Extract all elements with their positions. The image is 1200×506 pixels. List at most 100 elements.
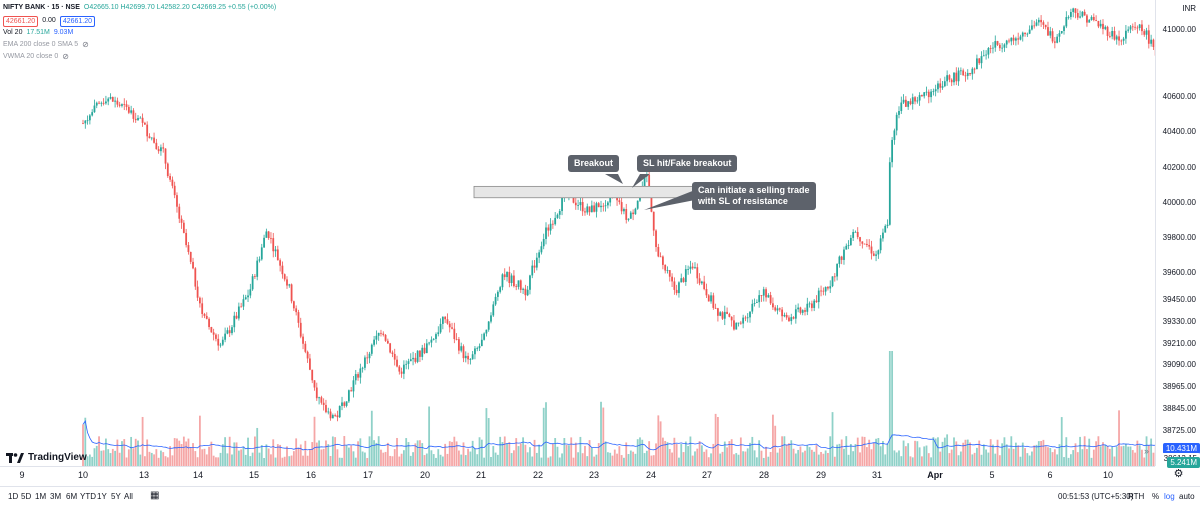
eye-slash-icon[interactable]: ⊘ xyxy=(62,52,69,61)
volume-bar xyxy=(116,439,119,466)
volume-bar xyxy=(258,452,261,466)
volume-bar xyxy=(1079,436,1081,466)
candle-body xyxy=(726,311,728,314)
candle-body xyxy=(634,208,637,215)
price-axis[interactable]: INR 41000.00 40600.00 40400.00 40200.00 4000… xyxy=(1144,0,1200,480)
timeframe-button-ytd[interactable]: YTD xyxy=(80,492,96,501)
log-toggle[interactable]: log xyxy=(1164,492,1175,501)
candle-body xyxy=(526,289,529,296)
volume-bar xyxy=(270,454,272,466)
volume-bar xyxy=(402,450,405,466)
volume-bar xyxy=(432,454,435,466)
candle-body xyxy=(733,320,735,330)
volume-bar xyxy=(347,447,350,466)
candle-body xyxy=(389,343,392,353)
candle-body xyxy=(1063,26,1065,31)
eye-slash-icon[interactable]: ⊘ xyxy=(82,40,89,49)
volume-bar xyxy=(535,452,538,466)
candle-body xyxy=(948,75,951,80)
volume-bar xyxy=(620,455,623,466)
volume-bar xyxy=(288,456,291,466)
timeframe-button-5d[interactable]: 5D xyxy=(21,492,32,501)
auto-toggle[interactable]: auto xyxy=(1179,492,1195,501)
candle-body xyxy=(515,286,518,287)
candle-body xyxy=(547,227,550,231)
candle-body xyxy=(212,332,215,335)
candle-body xyxy=(602,205,605,207)
time-axis[interactable]: 9 10 13 14 15 16 17 20 21 22 23 24 27 28 29 31 Apr 5 6 10 xyxy=(0,466,1155,486)
volume-bar xyxy=(1035,444,1038,466)
candle-body xyxy=(886,224,889,226)
percent-toggle[interactable]: % xyxy=(1152,492,1160,501)
volume-bar xyxy=(519,443,522,466)
symbol-title[interactable]: NIFTY BANK · 15 · NSE xyxy=(3,4,80,11)
candle-body xyxy=(393,353,396,360)
volume-bar xyxy=(996,439,999,466)
candle-body xyxy=(710,295,712,302)
volume-bar xyxy=(930,457,932,466)
timeframe-button-5y[interactable]: 5Y xyxy=(111,492,121,501)
volume-bar xyxy=(542,407,545,466)
sell-trade-callout[interactable]: Can initiate a selling trade with SL of … xyxy=(692,182,816,210)
clock-label[interactable]: 00:51:53 (UTC+5:30) xyxy=(1058,492,1134,501)
volume-bar xyxy=(636,439,639,466)
timeframe-button-1m[interactable]: 1M xyxy=(35,492,47,501)
volume-bar xyxy=(494,452,497,466)
volume-bar xyxy=(166,457,169,466)
settings-gear-icon[interactable]: ⚙ xyxy=(1173,468,1184,480)
volume-bar xyxy=(694,451,696,466)
candle-body xyxy=(760,295,763,296)
volume-bar xyxy=(148,451,151,466)
sl-hit-callout[interactable]: SL hit/Fake breakout xyxy=(637,155,738,172)
chart-legend: NIFTY BANK · 15 · NSE O42665.10 H42699.7… xyxy=(3,2,276,63)
volume-bar xyxy=(121,441,123,466)
bid-box[interactable]: 42661.20 xyxy=(3,15,39,27)
resistance-zone[interactable] xyxy=(473,185,695,199)
timeframe-button-6m[interactable]: 6M xyxy=(66,492,78,501)
vwma-indicator-row[interactable]: VWMA 20 close 0 ⊘ xyxy=(3,51,276,63)
candle-body xyxy=(836,263,839,277)
timeframe-button-1y[interactable]: 1Y xyxy=(97,492,107,501)
candle-body xyxy=(632,212,635,215)
volume-bar xyxy=(1131,450,1134,466)
candle-body xyxy=(441,316,444,324)
breakout-callout[interactable]: Breakout xyxy=(568,155,620,172)
volume-bar xyxy=(299,444,302,466)
currency-label[interactable]: INR xyxy=(1182,4,1196,13)
tradingview-logo[interactable]: TradingView xyxy=(6,452,87,463)
ema-indicator-row[interactable]: EMA 200 close 0 SMA 5 ⊘ xyxy=(3,39,276,51)
volume-bar xyxy=(859,452,861,466)
candle-body xyxy=(668,270,671,277)
volume-bar xyxy=(822,453,825,466)
volume-bar xyxy=(137,440,139,466)
volume-bar xyxy=(1010,436,1013,466)
volume-indicator-row[interactable]: Vol 20 17.51M 9.03M xyxy=(3,27,276,39)
candle-body xyxy=(295,308,298,313)
rth-toggle[interactable]: RTH xyxy=(1128,492,1145,501)
volume-bar xyxy=(877,437,880,466)
volume-bar xyxy=(863,436,866,466)
timeframe-button-1d[interactable]: 1D xyxy=(8,492,19,501)
candle-body xyxy=(412,357,414,360)
candle-body xyxy=(1152,39,1155,47)
volume-bar xyxy=(1106,446,1109,466)
volume-bar xyxy=(604,441,607,466)
ask-box[interactable]: 42661.20 xyxy=(59,15,96,27)
candle-body xyxy=(458,339,460,351)
volume-bar xyxy=(118,452,121,466)
volume-bar xyxy=(749,442,751,466)
timeframe-button-3m[interactable]: 3M xyxy=(50,492,62,501)
date-range-icon[interactable]: ▦ xyxy=(150,490,160,501)
candle-body xyxy=(169,176,172,180)
timeframe-button-all[interactable]: All xyxy=(124,492,133,501)
chart-canvas[interactable] xyxy=(0,0,1159,466)
volume-bar xyxy=(169,446,172,466)
time-tick-label: 15 xyxy=(248,470,260,480)
candle-body xyxy=(659,256,662,258)
volume-bar xyxy=(801,452,804,466)
price-tick-label: 40600.00 xyxy=(1162,92,1196,101)
scroll-right-icon[interactable]: » xyxy=(1144,446,1150,456)
volume-bar xyxy=(451,441,453,466)
candle-body xyxy=(533,265,536,268)
price-chart[interactable] xyxy=(0,0,1159,466)
